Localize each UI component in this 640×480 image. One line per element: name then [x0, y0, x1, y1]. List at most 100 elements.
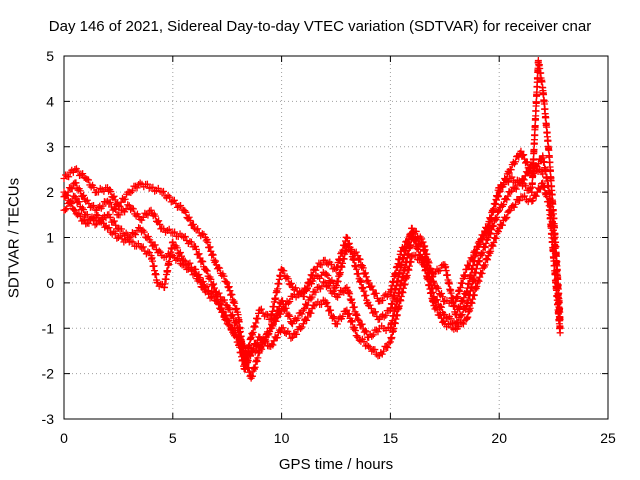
data-point [257, 305, 265, 313]
data-point [348, 245, 356, 253]
data-point [318, 261, 326, 269]
data-point [195, 270, 203, 278]
data-point [184, 260, 192, 268]
data-point [479, 248, 487, 256]
data-point [269, 341, 277, 349]
data-point [348, 317, 356, 325]
data-point [116, 211, 124, 219]
data-point [427, 265, 435, 273]
data-point [380, 347, 388, 355]
data-point [170, 196, 178, 204]
data-point [209, 251, 217, 259]
data-point [379, 296, 387, 304]
data-point [368, 347, 376, 355]
data-point [365, 342, 373, 350]
data-point [503, 196, 511, 204]
data-point [473, 261, 481, 269]
data-point [84, 176, 92, 184]
data-point [416, 251, 424, 259]
data-point [79, 170, 87, 178]
data-point [186, 259, 194, 267]
data-point [346, 290, 354, 298]
data-point [343, 306, 351, 314]
data-point [215, 301, 223, 309]
data-point [355, 336, 363, 344]
data-point [241, 365, 249, 373]
data-point [298, 310, 306, 318]
data-point [284, 275, 292, 283]
data-point [129, 205, 137, 213]
x-tick-label: 25 [600, 430, 616, 446]
data-point [180, 256, 188, 264]
data-point [372, 289, 380, 297]
data-point [93, 211, 101, 219]
data-point [480, 232, 488, 240]
data-point [345, 310, 353, 318]
data-point [78, 204, 86, 212]
data-point [118, 225, 126, 233]
data-point [208, 250, 216, 258]
data-point [380, 313, 388, 321]
data-point [382, 343, 390, 351]
data-point [116, 202, 124, 210]
data-point [223, 279, 231, 287]
data-point [328, 276, 336, 284]
data-point [482, 239, 490, 247]
data-point [367, 304, 375, 312]
x-tick-label: 0 [60, 430, 68, 446]
data-point [156, 220, 164, 228]
data-point [203, 267, 211, 275]
data-point [154, 279, 162, 287]
data-point [83, 211, 91, 219]
data-point [350, 303, 358, 311]
data-point [371, 308, 379, 316]
data-point [500, 181, 508, 189]
data-point [359, 284, 367, 292]
data-point [294, 314, 302, 322]
data-point [71, 206, 79, 214]
data-point [72, 179, 80, 187]
data-point [124, 201, 132, 209]
data-point [269, 322, 277, 330]
data-point [192, 226, 200, 234]
data-point [217, 304, 225, 312]
data-point [503, 213, 511, 221]
data-point [401, 243, 409, 251]
data-point [121, 208, 129, 216]
data-point [248, 372, 256, 380]
data-point [531, 162, 539, 170]
data-point [382, 311, 390, 319]
data-point [324, 272, 332, 280]
data-point [361, 327, 369, 335]
data-point [142, 210, 150, 218]
data-point [249, 328, 257, 336]
data-point [409, 229, 417, 237]
data-point [521, 192, 529, 200]
data-point [166, 193, 174, 201]
data-point [327, 306, 335, 314]
data-point [487, 230, 495, 238]
data-point [279, 324, 287, 332]
data-point [417, 239, 425, 247]
data-point [333, 320, 341, 328]
data-point [368, 282, 376, 290]
data-point [214, 295, 222, 303]
data-point [145, 249, 153, 257]
data-point [556, 329, 564, 337]
data-point [210, 280, 218, 288]
data-point [201, 283, 209, 291]
data-point [131, 231, 139, 239]
data-point [505, 178, 513, 186]
data-point [461, 272, 469, 280]
data-point [433, 283, 441, 291]
data-point [185, 213, 193, 221]
data-point [292, 284, 300, 292]
data-point [229, 311, 237, 319]
data-point [362, 273, 370, 281]
data-point [259, 309, 267, 317]
data-point [207, 275, 215, 283]
data-point [205, 244, 213, 252]
data-point [348, 299, 356, 307]
data-point [233, 305, 241, 313]
y-tick-label: -3 [42, 411, 55, 427]
